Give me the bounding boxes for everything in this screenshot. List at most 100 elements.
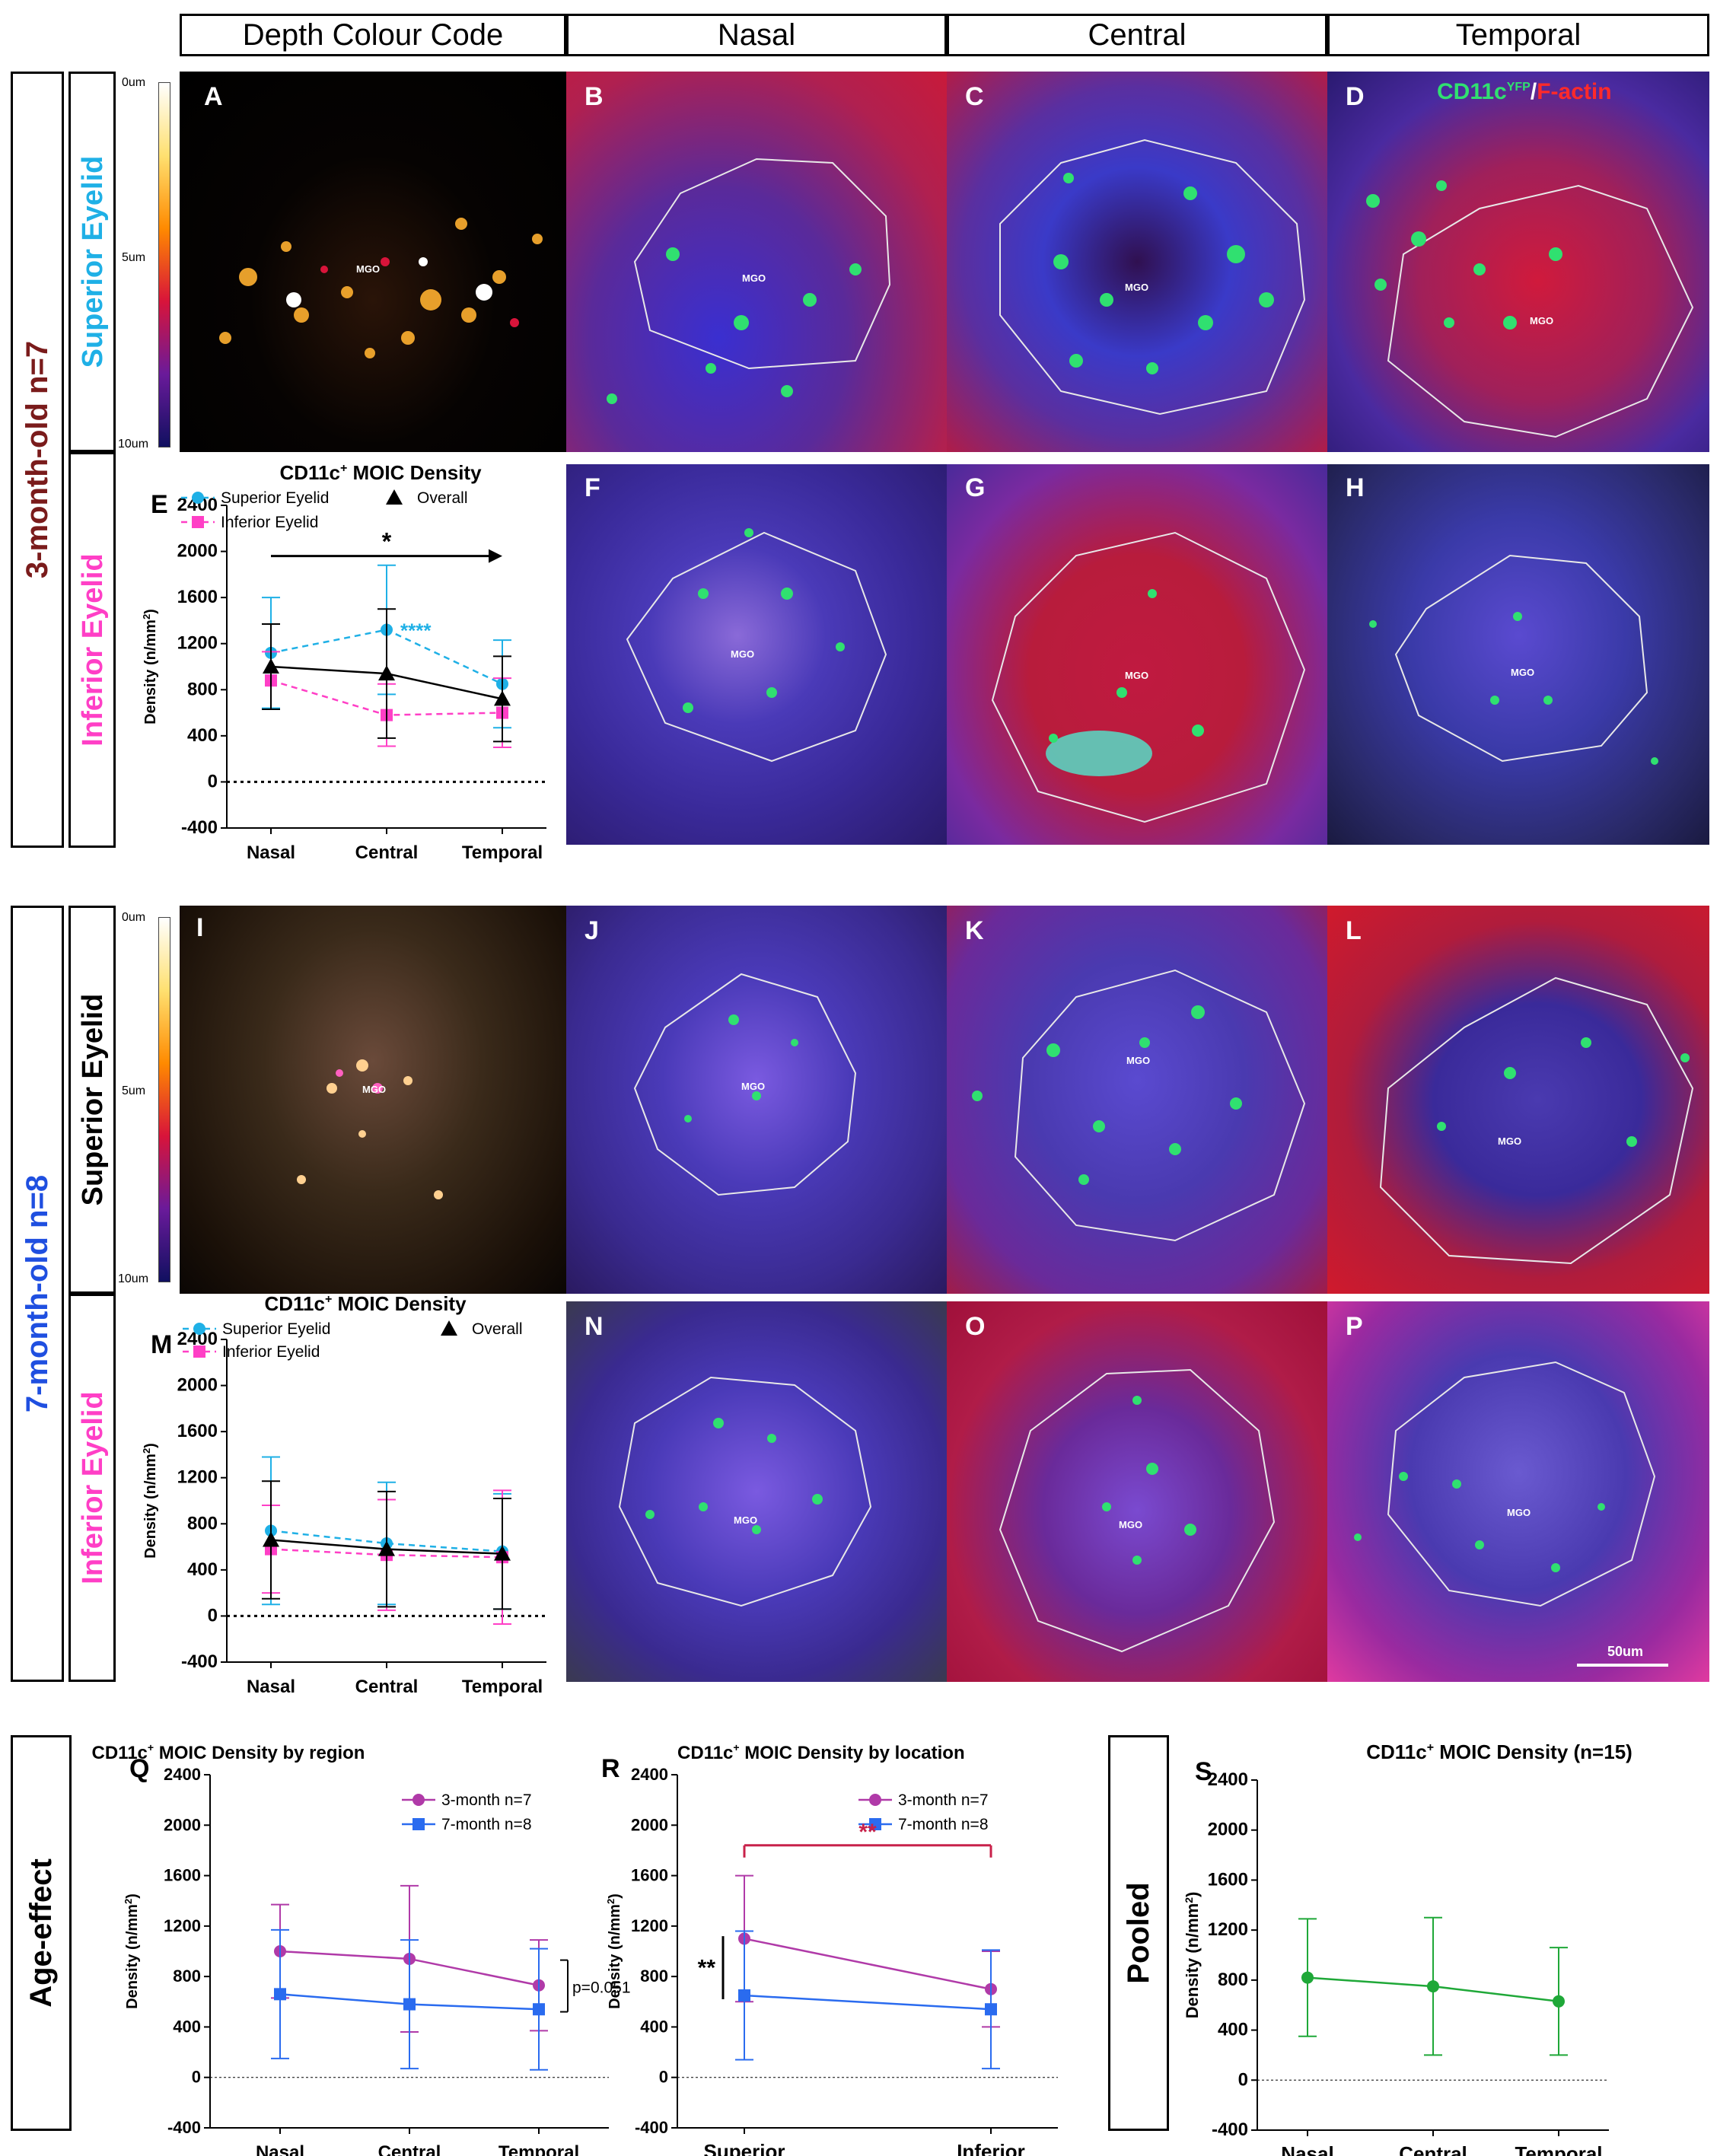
micrograph-j: [566, 906, 947, 1294]
header-temporal: Temporal: [1327, 14, 1709, 56]
x-tick-label: Superior: [704, 2140, 785, 2156]
scale-bar: [1577, 1664, 1668, 1667]
data-point: [274, 1988, 286, 2001]
mgo-label-n: MGO: [734, 1514, 758, 1526]
legend-label: Inferior Eyelid: [221, 514, 318, 531]
panel-label-f: F: [585, 473, 600, 502]
y-tick-label: 1200: [631, 1916, 668, 1935]
mgo-label-o: MGO: [1119, 1519, 1143, 1530]
legend-marker: [412, 1818, 425, 1830]
mgo-label-k: MGO: [1126, 1055, 1151, 1066]
panel-label-p: P: [1346, 1312, 1363, 1341]
panel-label-n: N: [585, 1312, 604, 1341]
data-point: [1553, 1995, 1565, 2008]
y-axis-label: Density (n/mm2): [1183, 1892, 1202, 2019]
depth-colorbar-1: [158, 82, 170, 447]
row1-label-box: [11, 72, 64, 848]
legend-marker: [441, 1320, 457, 1336]
mgo-label-j: MGO: [741, 1081, 766, 1092]
y-tick-label: 2000: [177, 1375, 218, 1396]
series-1: [735, 1930, 1000, 2070]
row1-inferior-box: [68, 452, 116, 848]
chart-title-q: CD11c+ MOIC Density by region: [92, 1741, 365, 1763]
mgo-label-g: MGO: [1125, 670, 1149, 681]
y-tick-label: 1200: [1208, 1919, 1248, 1940]
x-tick-label: Nasal: [256, 2142, 304, 2156]
y-tick-label: 0: [208, 1605, 218, 1626]
mgo-label-f: MGO: [731, 648, 755, 660]
y-tick-label: 800: [640, 1967, 668, 1986]
y-tick-label: 2000: [631, 1815, 668, 1834]
legend-label: Superior Eyelid: [221, 489, 329, 507]
panel-label-l: L: [1346, 916, 1362, 945]
row2-inferior-label: Inferior Eyelid: [76, 1391, 109, 1584]
sig-star-black: **: [698, 1956, 716, 1981]
panel-label-c: C: [965, 82, 984, 111]
depth-bottom-2: 10um: [118, 1272, 149, 1285]
panel-label-j: J: [585, 916, 599, 945]
header-depth: Depth Colour Code: [180, 14, 566, 56]
chart-title-m: CD11c+ MOIC Density: [264, 1292, 467, 1315]
legend-label: 7-month n=8: [441, 1816, 532, 1833]
panel-label-a: A: [204, 82, 223, 111]
panel-letter-q: Q: [129, 1754, 149, 1783]
mgo-label-p: MGO: [1507, 1507, 1531, 1518]
x-tick-label: Temporal: [462, 1677, 543, 1697]
depth-top-2: 0um: [122, 911, 146, 924]
y-tick-label: 800: [187, 679, 218, 699]
mgo-label-a: MGO: [356, 263, 381, 275]
x-tick-label: Temporal: [1515, 2142, 1602, 2156]
y-tick-label: 2000: [164, 1815, 201, 1834]
significance-star: *: [382, 528, 392, 556]
series-1: [271, 1928, 548, 2071]
y-tick-label: 2000: [177, 541, 218, 562]
y-tick-label: 1600: [164, 1866, 201, 1885]
y-tick-label: -400: [635, 2118, 668, 2137]
panel-label-d: D: [1346, 82, 1365, 111]
panel-label-b: B: [585, 82, 604, 111]
mgo-label-d: MGO: [1530, 315, 1554, 326]
y-tick-label: 400: [640, 2017, 668, 2036]
x-tick-label: Temporal: [499, 2142, 579, 2156]
series-0: [1298, 1916, 1568, 2056]
micrograph-i: [180, 906, 566, 1294]
row1-label: 3-month-old n=7: [20, 340, 54, 579]
data-point: [263, 658, 279, 674]
y-tick-label: 2400: [164, 1765, 201, 1784]
panel-letter-s: S: [1195, 1757, 1212, 1786]
micrograph-p: [1327, 1301, 1709, 1682]
y-axis-label: Density (n/mm2): [123, 1893, 141, 2009]
panel-letter-m: M: [151, 1330, 172, 1359]
chart-q: Q CD11c+ MOIC Density by region -400 0 400 80…: [76, 1731, 631, 2156]
depth-mid-2: 5um: [122, 1084, 146, 1097]
depth-mid-1: 5um: [122, 251, 146, 264]
significance-superior: ****: [400, 619, 432, 642]
legend-label: 3-month n=7: [441, 1791, 532, 1809]
legend-marker: [192, 492, 204, 504]
stain-actin: F-actin: [1537, 79, 1612, 104]
y-tick-label: -400: [181, 1651, 218, 1672]
mgo-label-i: MGO: [362, 1084, 387, 1095]
y-axis-label: Density (n/mm2): [141, 1443, 159, 1559]
micrograph-k: [947, 906, 1327, 1294]
scale-bar-label: 50um: [1607, 1644, 1644, 1659]
y-tick-label: 400: [187, 1559, 218, 1580]
y-tick-label: 1600: [177, 587, 218, 607]
legend-label: Superior Eyelid: [222, 1320, 330, 1338]
y-tick-label: 1200: [177, 633, 218, 654]
row1-superior-box: [68, 72, 116, 452]
row3-label: Age-effect: [24, 1858, 58, 2008]
y-tick-label: 800: [173, 1967, 201, 1986]
panel-label-h: H: [1346, 473, 1365, 502]
y-tick-label: -400: [181, 817, 218, 838]
x-tick-label: Central: [355, 1677, 419, 1697]
data-point: [985, 2003, 997, 2016]
legend-marker: [193, 1346, 205, 1358]
data-point: [263, 1531, 279, 1547]
series-2: [262, 1480, 511, 1610]
panel-label-i: I: [196, 913, 204, 942]
pooled-label-box: [1108, 1735, 1169, 2131]
y-tick-label: 1600: [1208, 1869, 1248, 1890]
micrograph-n: [566, 1301, 947, 1682]
y-tick-label: 2000: [1208, 1820, 1248, 1840]
